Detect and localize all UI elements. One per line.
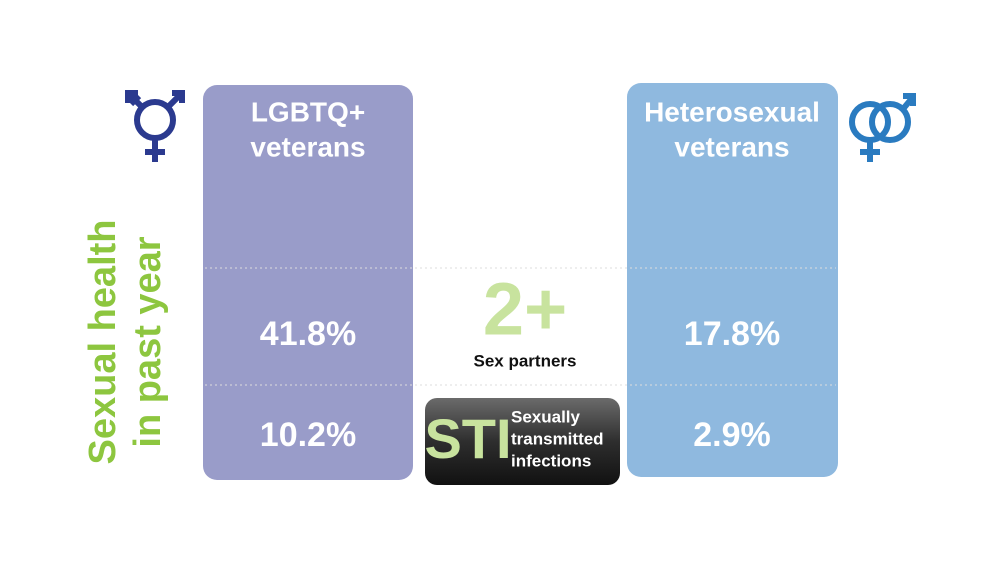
group-label: Heterosexual [644, 96, 820, 127]
lgbtq-column [203, 85, 413, 480]
group-label: veterans [250, 131, 365, 162]
value: 17.8% [684, 315, 780, 353]
hetero-icon [849, 93, 916, 162]
badge: STI [424, 407, 511, 470]
transgender-icon [125, 90, 185, 162]
value: 10.2% [260, 416, 356, 454]
hetero-column [627, 83, 838, 477]
row-label: Sexually [511, 407, 581, 426]
badge: 2+ [483, 268, 567, 351]
sti-badge [425, 398, 620, 485]
group-label: veterans [674, 131, 789, 162]
row-label: transmitted [511, 429, 604, 448]
value: 41.8% [260, 315, 356, 353]
value: 2.9% [693, 416, 771, 454]
row-label: Sex partners [474, 351, 577, 370]
row-label: infections [511, 451, 591, 470]
group-label: LGBTQ+ [251, 96, 365, 127]
side-title: Sexual health [82, 220, 124, 465]
side-title: in past year [127, 236, 169, 447]
